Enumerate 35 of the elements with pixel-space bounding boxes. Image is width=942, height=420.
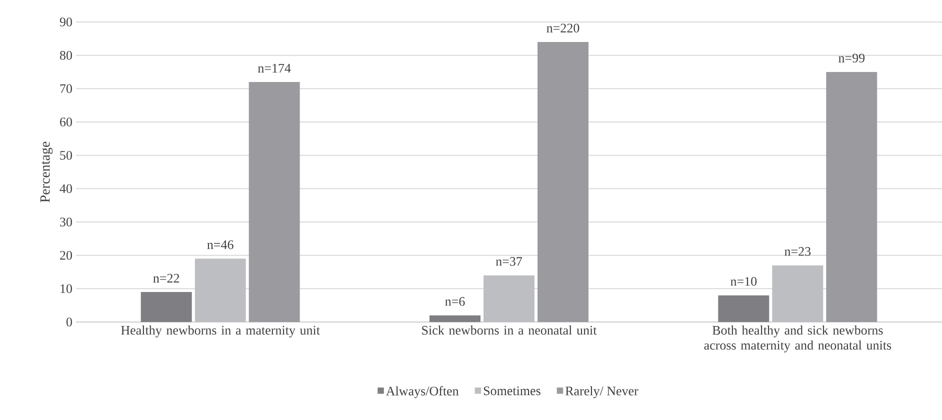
legend-label: Always/Often [386,386,459,398]
annotation: n=23 [784,247,811,256]
bar [826,72,878,322]
bar [248,82,300,322]
legend-label: Sometimes [484,386,540,396]
bar [538,42,588,322]
y-tick-label: 70 [60,84,72,94]
bar [718,295,770,322]
bar [430,315,480,322]
annotation: n=99 [838,54,865,62]
x-tick-label: Sick newborns in a neonatal unit [422,326,597,335]
annotation: n=6 [445,297,465,306]
bar [194,258,246,322]
annotation: n=174 [258,64,291,72]
x-tick-label: Both healthy and sick newborns across maternity and neonatal units [704,326,892,352]
y-tick-label: 30 [60,218,72,226]
y-tick-label: 0 [66,318,72,326]
bar [484,275,535,322]
legend-label: Rarely/ Never [565,386,638,398]
annotation: n=46 [207,240,234,250]
y-axis-title: Percentage [40,142,53,202]
x-tick-label: Healthy newborns in a maternity unit [121,326,320,338]
y-tick-label: 50 [60,150,72,160]
y-tick-label: 20 [60,250,72,260]
bar [772,265,824,322]
y-tick-label: 40 [60,184,72,194]
y-tick-label: 60 [60,118,72,126]
bar [140,292,192,322]
annotation: n=22 [153,274,180,282]
annotation: n=10 [730,277,757,286]
y-tick-label: 80 [60,50,72,60]
annotation: n=220 [546,24,580,32]
y-tick-label: 90 [60,18,72,26]
annotation: n=37 [496,257,522,266]
y-tick-label: 10 [60,284,72,294]
